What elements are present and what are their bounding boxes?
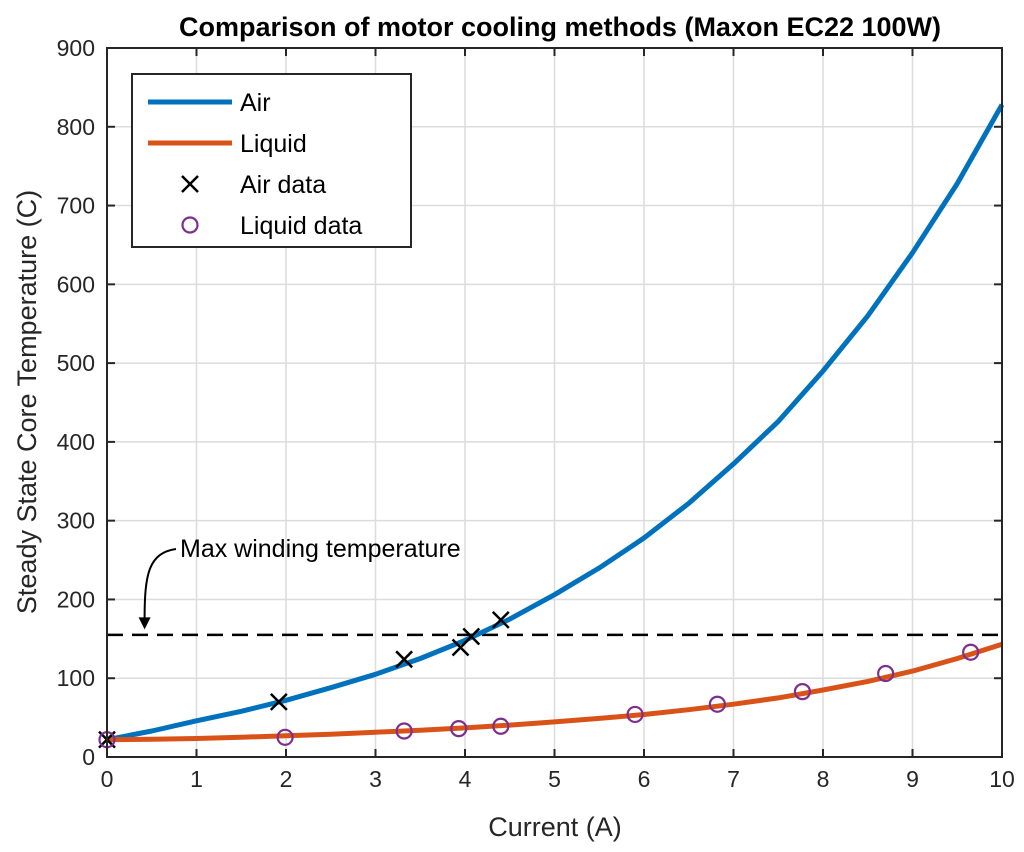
legend: Air Liquid Air data Liquid data [131, 73, 412, 248]
liquid-data-point [450, 720, 468, 738]
x-tick-label: 1 [190, 766, 203, 792]
y-tick-labels: 0 100 200 300 400 500 600 700 800 900 [57, 35, 95, 770]
liquid-data-point [793, 683, 812, 701]
air-data-point [395, 650, 414, 669]
air-data-point [462, 627, 481, 646]
legend-item-air: Air [148, 89, 271, 117]
y-tick-label: 300 [57, 508, 95, 534]
liquid-data-point [877, 664, 895, 683]
legend-label: Liquid data [240, 212, 362, 240]
liquid-data-point [395, 722, 413, 740]
x-tick-labels: 0 1 2 3 4 5 6 7 8 9 10 [101, 766, 1015, 792]
plot-area-border [106, 47, 1003, 758]
series-line-liquid [106, 641, 1003, 743]
liquid-data-point [276, 728, 294, 746]
annotation-group: Max winding temperature [138, 535, 461, 630]
liquid-data-point [962, 643, 980, 661]
y-tick-label: 900 [57, 35, 95, 61]
liquid-data-point [708, 695, 726, 713]
y-tick-label: 200 [57, 586, 95, 612]
annotation-text: Max winding temperature [180, 535, 461, 563]
liquid-data-point [626, 705, 644, 724]
legend-swatch [181, 175, 199, 193]
series-group [98, 103, 1005, 749]
y-tick-label: 600 [57, 271, 95, 297]
legend-item-liquid-data: Liquid data [181, 212, 362, 240]
x-axis-label: Current (A) [488, 812, 622, 842]
y-axis-label: Steady State Core Temperature (C) [12, 190, 42, 614]
annotation-arrow [143, 548, 177, 620]
series-line-air [106, 103, 1005, 743]
chart-title: Comparison of motor cooling methods (Max… [179, 12, 941, 42]
y-tick-label: 700 [57, 193, 95, 219]
x-tick-label: 6 [638, 766, 651, 792]
x-tick-label: 0 [101, 766, 114, 792]
y-tick-label: 400 [57, 429, 95, 455]
y-tick-label: 800 [57, 114, 95, 140]
air-data-point [269, 692, 288, 711]
air-data-point [491, 611, 510, 629]
legend-item-air-data: Air data [181, 171, 326, 199]
y-tick-label: 500 [57, 350, 95, 376]
x-tick-label: 2 [280, 766, 293, 792]
legend-label: Liquid [240, 130, 307, 158]
annotation-arrow-head [138, 617, 151, 630]
liquid-data-point [492, 717, 510, 735]
x-tick-label: 9 [906, 766, 919, 792]
y-tick-label: 0 [82, 744, 95, 770]
series-air [106, 103, 1005, 743]
series-liquid-data [98, 643, 980, 749]
x-tick-label: 4 [459, 766, 472, 792]
legend-label: Air [240, 89, 271, 117]
x-tick-label: 10 [989, 766, 1015, 792]
legend-swatch [181, 216, 199, 234]
x-tick-label: 7 [727, 766, 740, 792]
x-tick-label: 5 [548, 766, 561, 792]
y-tick-label: 100 [57, 665, 95, 691]
legend-item-liquid: Liquid [148, 130, 307, 158]
x-tick-label: 3 [369, 766, 382, 792]
series-liquid [106, 641, 1003, 743]
x-tick-label: 8 [817, 766, 830, 792]
legend-label: Air data [240, 171, 326, 199]
